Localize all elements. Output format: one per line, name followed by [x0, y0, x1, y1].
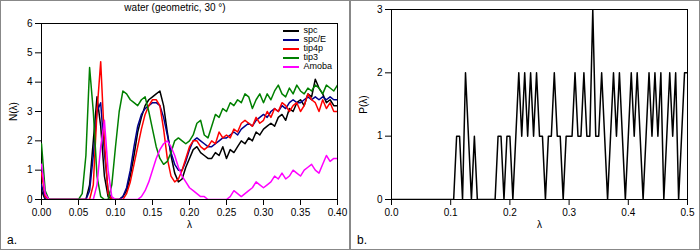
svg-text:0.35: 0.35	[291, 207, 311, 218]
svg-text:0.0: 0.0	[385, 207, 399, 218]
svg-text:0.00: 0.00	[32, 207, 52, 218]
svg-text:0.05: 0.05	[69, 207, 89, 218]
svg-text:3: 3	[377, 4, 383, 15]
html-text:spc: spc	[303, 25, 318, 35]
svg-text:0.2: 0.2	[503, 207, 517, 218]
html-text:tip4p: tip4p	[303, 43, 323, 53]
html-text:spc/E: spc/E	[303, 34, 326, 44]
html-text:Amoba: Amoba	[303, 61, 332, 71]
svg-text:0.10: 0.10	[106, 207, 126, 218]
svg-text:6: 6	[27, 18, 33, 29]
svg-text:0.5: 0.5	[681, 207, 695, 218]
html-text:tip3: tip3	[303, 52, 318, 62]
svg-text:2: 2	[377, 67, 383, 78]
svg-text:0.15: 0.15	[143, 207, 163, 218]
html-text:a.: a.	[7, 233, 17, 247]
svg-text:0.4: 0.4	[621, 207, 635, 218]
svg-text:N(λ): N(λ)	[8, 102, 19, 121]
svg-text:P(λ): P(λ)	[358, 95, 369, 113]
svg-text:3: 3	[27, 106, 33, 117]
svg-text:0: 0	[27, 194, 33, 205]
svg-text:0.20: 0.20	[180, 207, 200, 218]
svg-text:4: 4	[27, 76, 33, 87]
svg-text:0: 0	[377, 194, 383, 205]
svg-text:5: 5	[27, 47, 33, 58]
svg-text:0.3: 0.3	[562, 207, 576, 218]
html-text:water (geometric, 30 °): water (geometric, 30 °)	[124, 2, 226, 13]
svg-text:λ: λ	[187, 219, 192, 230]
svg-text:0.25: 0.25	[217, 207, 237, 218]
html-text:b.: b.	[357, 233, 367, 247]
svg-text:λ: λ	[537, 219, 542, 230]
svg-text:2: 2	[27, 135, 33, 146]
svg-text:0.30: 0.30	[254, 207, 274, 218]
svg-text:1: 1	[377, 130, 383, 141]
svg-text:0.40: 0.40	[328, 207, 348, 218]
svg-text:0.1: 0.1	[444, 207, 458, 218]
svg-text:1: 1	[27, 164, 33, 175]
